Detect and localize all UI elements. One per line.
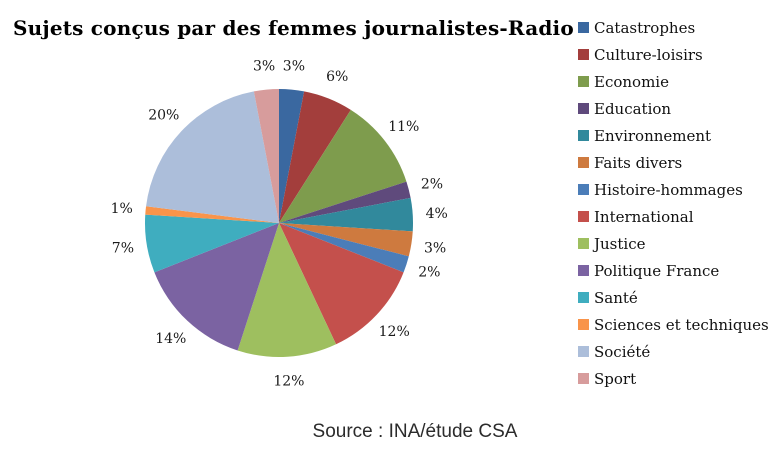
- legend-item-sante: Santé: [578, 284, 769, 311]
- legend-swatch-sante: [578, 292, 589, 303]
- pie-slice-sport: [253, 89, 279, 223]
- legend-label-environnement: Environnement: [594, 126, 712, 145]
- legend-label-economie: Economie: [594, 72, 669, 91]
- pie-slice-sante: [144, 214, 279, 273]
- legend-label-societe: Société: [594, 342, 651, 361]
- legend-label-sciences-et-techniques: Sciences et techniques: [594, 315, 769, 334]
- legend-item-societe: Société: [578, 338, 769, 365]
- legend-swatch-sciences-et-techniques: [578, 319, 589, 330]
- legend-label-histoire-hommages: Histoire-hommages: [594, 180, 743, 199]
- pie-slice-histoire-hommages: [279, 223, 409, 273]
- pie-label-justice: 12%: [273, 374, 304, 390]
- legend-item-economie: Economie: [578, 68, 769, 95]
- pie-slice-education: [279, 181, 411, 223]
- legend-label-catastrophes: Catastrophes: [594, 18, 696, 37]
- pie-label-politique-france: 14%: [155, 331, 186, 347]
- legend-label-justice: Justice: [594, 234, 646, 253]
- pie-slice-societe: [146, 91, 279, 224]
- pie-label-histoire-hommages: 2%: [418, 265, 440, 281]
- source-note: Source : INA/étude CSA: [312, 421, 518, 442]
- legend-label-sante: Santé: [594, 288, 638, 307]
- pie-label-faits-divers: 3%: [424, 241, 446, 257]
- legend-label-sport: Sport: [594, 369, 637, 388]
- legend-item-environnement: Environnement: [578, 122, 769, 149]
- legend-item-faits-divers: Faits divers: [578, 149, 769, 176]
- legend-swatch-politique-france: [578, 265, 589, 276]
- legend-item-sport: Sport: [578, 365, 769, 392]
- pie-slice-justice: [237, 223, 337, 357]
- pie-chart: 3% 6% 11% 2% 4% 3% 2% 12% 12% 14% 7% 1% 20% 3%: [111, 59, 448, 390]
- pie-slice-international: [279, 223, 404, 345]
- pie-label-international: 12%: [379, 324, 410, 340]
- legend-swatch-sport: [578, 373, 589, 384]
- legend-swatch-societe: [578, 346, 589, 357]
- legend-swatch-faits-divers: [578, 157, 589, 168]
- legend-item-sciences-et-techniques: Sciences et techniques: [578, 311, 769, 338]
- legend-item-education: Education: [578, 95, 769, 122]
- pie-slice-sciences-et-techniques: [145, 206, 279, 223]
- pie-label-catastrophes: 3%: [283, 59, 305, 75]
- legend-label-politique-france: Politique France: [594, 261, 720, 280]
- pie-slice-economie: [279, 109, 407, 223]
- legend-item-histoire-hommages: Histoire-hommages: [578, 176, 769, 203]
- pie-label-economie: 11%: [388, 119, 419, 135]
- legend-swatch-environnement: [578, 130, 589, 141]
- chart-legend: Catastrophes Culture-loisirs Economie Educa…: [578, 14, 769, 392]
- pie-slice-faits-divers: [279, 223, 413, 257]
- legend-swatch-catastrophes: [578, 22, 589, 33]
- legend-label-culture-loisirs: Culture-loisirs: [594, 45, 703, 64]
- pie-slice-politique-france: [154, 223, 279, 351]
- legend-swatch-culture-loisirs: [578, 49, 589, 60]
- pie-label-societe: 20%: [148, 108, 179, 124]
- pie-slice-catastrophes: [279, 89, 305, 223]
- legend-label-education: Education: [594, 99, 672, 118]
- legend-item-international: International: [578, 203, 769, 230]
- pie-slice-environnement: [279, 197, 414, 232]
- legend-item-catastrophes: Catastrophes: [578, 14, 769, 41]
- legend-swatch-economie: [578, 76, 589, 87]
- pie-label-sante: 7%: [112, 241, 134, 257]
- pie-label-sport: 3%: [253, 59, 275, 75]
- legend-swatch-international: [578, 211, 589, 222]
- pie-slice-culture-loisirs: [279, 91, 351, 224]
- pie-label-sciences-et-techniques: 1%: [111, 201, 133, 217]
- legend-swatch-justice: [578, 238, 589, 249]
- pie-label-culture-loisirs: 6%: [326, 69, 348, 85]
- legend-label-international: International: [594, 207, 694, 226]
- chart-title: Sujets conçus par des femmes journaliste…: [13, 16, 574, 40]
- pie-label-environnement: 4%: [426, 206, 448, 222]
- legend-label-faits-divers: Faits divers: [594, 153, 683, 172]
- legend-item-justice: Justice: [578, 230, 769, 257]
- legend-swatch-histoire-hommages: [578, 184, 589, 195]
- legend-swatch-education: [578, 103, 589, 114]
- pie-label-education: 2%: [421, 177, 443, 193]
- legend-item-politique-france: Politique France: [578, 257, 769, 284]
- legend-item-culture-loisirs: Culture-loisirs: [578, 41, 769, 68]
